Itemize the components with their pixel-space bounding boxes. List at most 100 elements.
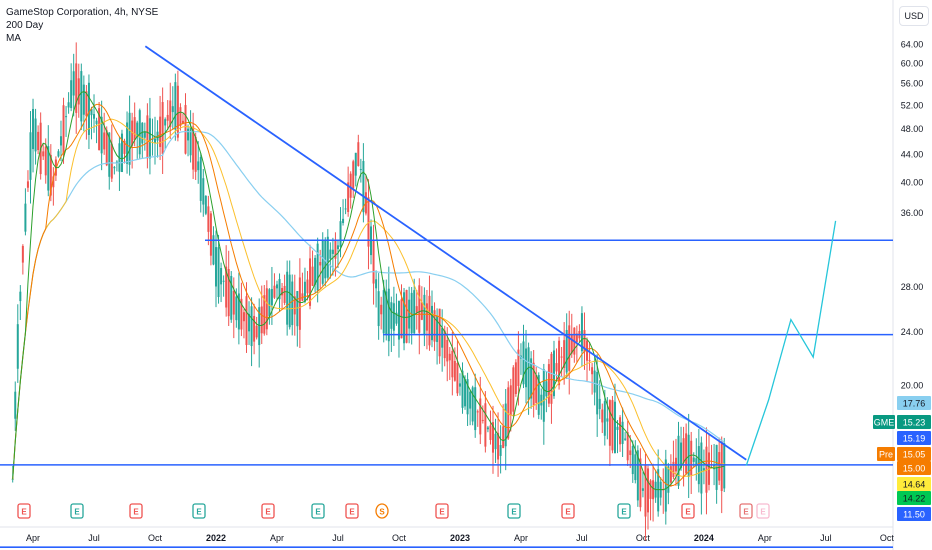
earnings-marker-label: E <box>760 508 766 517</box>
candle-body <box>555 363 558 372</box>
candle-body <box>629 450 632 456</box>
candle-body <box>387 288 390 342</box>
candle-body <box>575 333 578 342</box>
candle-body <box>634 454 637 481</box>
candle-body <box>649 480 652 499</box>
candle-body <box>120 133 123 173</box>
candle-body <box>217 247 220 298</box>
earnings-marker-label: E <box>685 508 691 517</box>
candle-body <box>692 457 695 462</box>
candle-body <box>695 458 698 467</box>
candle-body <box>352 161 355 189</box>
price-label: 14.22 <box>903 494 926 504</box>
candle-body <box>410 292 413 334</box>
candle-body <box>57 151 60 157</box>
candle-body <box>75 63 78 113</box>
candle-body <box>26 181 29 188</box>
candle-body <box>44 146 47 176</box>
candle-body <box>580 313 583 352</box>
candle-body <box>128 112 131 165</box>
candle-body <box>395 312 398 324</box>
candle-body <box>154 138 157 144</box>
candle-body <box>481 419 484 421</box>
earnings-marker-label: E <box>621 508 627 517</box>
candle-body <box>194 136 197 172</box>
candle-body <box>497 432 500 460</box>
candle-body <box>29 132 32 180</box>
candle-body <box>624 438 627 440</box>
candle-body <box>431 305 434 341</box>
candle-body <box>593 370 596 393</box>
price-label-bg <box>897 507 931 521</box>
earnings-marker-label: E <box>265 508 271 517</box>
candle-body <box>265 288 268 330</box>
candle-body <box>664 459 667 512</box>
candle-body <box>77 78 80 105</box>
earnings-marker-label: E <box>133 508 139 517</box>
candle-body <box>448 353 451 361</box>
price-label-bg <box>897 415 931 429</box>
candle-body <box>240 298 243 330</box>
candle-body <box>344 208 347 210</box>
candle-body <box>451 350 454 378</box>
candle-body <box>540 394 543 406</box>
candle-body <box>146 115 149 159</box>
price-label-bg <box>897 447 931 461</box>
candle-body <box>667 466 670 493</box>
candle-body <box>286 271 289 325</box>
projection-line <box>745 220 837 466</box>
candle-body <box>359 169 362 171</box>
candle-body <box>377 291 380 327</box>
candle-body <box>324 240 327 279</box>
candle-body <box>141 122 144 144</box>
earnings-marker-badge <box>192 503 206 519</box>
candle-body <box>278 279 281 300</box>
candle-body <box>227 269 230 317</box>
symbol-title: GameStop Corporation, 4h, NYSE <box>6 7 159 18</box>
candle-body <box>316 243 319 291</box>
candle-body <box>342 218 345 224</box>
candle-body <box>87 82 90 135</box>
candle-body <box>558 340 561 386</box>
candle-body <box>408 299 411 329</box>
candle-body <box>476 411 479 413</box>
candle-body <box>65 116 68 118</box>
candle-body <box>479 398 482 435</box>
candle-body <box>181 120 184 124</box>
earnings-marker-label: E <box>349 508 355 517</box>
earnings-marker-badge <box>261 503 275 519</box>
candle-body <box>375 279 378 289</box>
candle-body <box>113 167 116 169</box>
price-label-bg <box>897 396 931 410</box>
candle-body <box>565 329 568 373</box>
candle-body <box>525 348 528 388</box>
candle-body <box>652 480 655 500</box>
candle-body <box>400 299 403 339</box>
candle-body <box>72 71 75 96</box>
currency-button[interactable]: USD <box>899 6 929 26</box>
earnings-marker-label: S <box>379 508 385 517</box>
x-tick-label: Jul <box>820 533 832 543</box>
candle-body <box>258 307 261 346</box>
candle-body <box>237 293 240 330</box>
candle-body <box>95 120 98 124</box>
candle-body <box>174 82 177 130</box>
y-tick-label: 24.00 <box>901 327 924 337</box>
candle-body <box>207 206 210 232</box>
candle-body <box>682 438 685 464</box>
x-tick-label: 2022 <box>206 533 226 543</box>
candle-body <box>329 249 332 259</box>
earnings-marker-badge <box>561 503 575 519</box>
candle-body <box>598 398 601 410</box>
candle-body <box>672 461 675 478</box>
candle-body <box>204 195 207 214</box>
candle-body <box>613 401 616 454</box>
earnings-marker-badge <box>70 503 84 519</box>
candle-body <box>189 127 192 156</box>
candle-body <box>466 379 469 415</box>
price-label-bg <box>873 415 895 429</box>
candle-body <box>199 157 202 201</box>
price-label: GME <box>874 418 895 428</box>
